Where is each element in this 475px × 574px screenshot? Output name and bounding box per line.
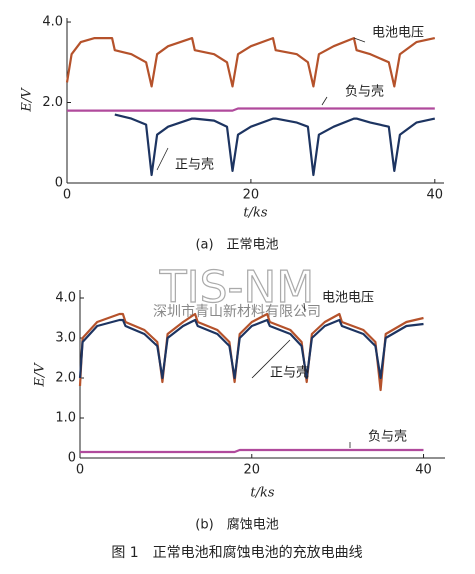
label-leader — [251, 339, 291, 379]
x-tick-label: 0 — [63, 188, 71, 203]
y-axis-label: E/V — [33, 362, 48, 388]
caption: (b) 腐蚀电池 — [195, 518, 278, 533]
y-tick-label: 0 — [68, 451, 76, 466]
series-line — [80, 448, 424, 454]
label-leader — [303, 302, 306, 313]
watermark-company: 深圳市青山新材料有限公司 — [153, 303, 321, 320]
label-leader — [321, 96, 328, 106]
x-tick-label: 40 — [427, 188, 444, 203]
series-line — [78, 318, 424, 380]
series-line — [65, 37, 436, 88]
x-axis-label: t/ks — [250, 486, 274, 501]
label-leader — [353, 37, 366, 43]
x-tick-label: 20 — [243, 463, 260, 478]
series-label: 电池电压 — [322, 291, 374, 306]
label-leader — [156, 147, 169, 171]
x-axis-label: t/ks — [243, 206, 267, 221]
series-label: 正与壳 — [270, 366, 309, 381]
x-tick-label: 40 — [415, 463, 432, 478]
series-label: 负与壳 — [368, 430, 407, 445]
y-tick-label: 0 — [55, 176, 63, 191]
series-label: 负与壳 — [345, 85, 384, 100]
y-tick-label: 1.0 — [55, 411, 76, 426]
caption: (a) 正常电池 — [195, 238, 278, 253]
y-tick-label: 3.0 — [55, 331, 76, 346]
series-line — [114, 113, 436, 177]
y-tick-label: 2.0 — [42, 95, 63, 110]
y-tick-label: 4.0 — [42, 15, 63, 30]
figure-caption: 图 1 正常电池和腐蚀电池的充放电曲线 — [111, 544, 362, 561]
watermark-logo: TIS-NM — [159, 262, 315, 313]
x-tick-label: 0 — [76, 463, 84, 478]
series-label: 电池电压 — [372, 26, 424, 41]
y-tick-label: 2.0 — [55, 371, 76, 386]
series-label: 正与壳 — [175, 158, 214, 173]
y-axis-label: E/V — [20, 87, 35, 113]
series-line — [78, 312, 424, 392]
series-line — [67, 107, 435, 112]
x-tick-label: 20 — [243, 188, 260, 203]
y-tick-label: 4.0 — [55, 291, 76, 306]
